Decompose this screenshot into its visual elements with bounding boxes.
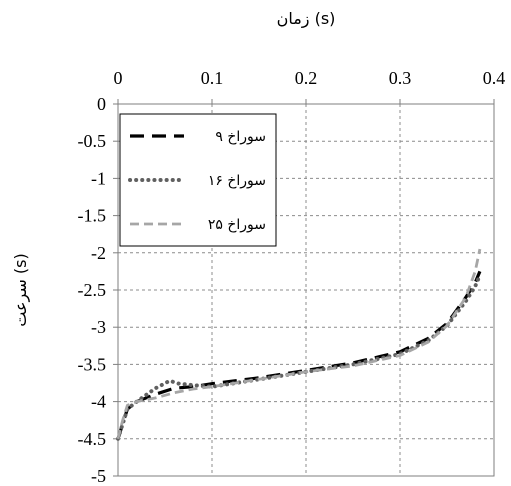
y-tick-label: -4 [91, 392, 106, 412]
y-tick-label: -3 [91, 317, 106, 337]
x-tick-label: 0.3 [389, 68, 412, 88]
x-axis-ticks: 0 0.1 0.2 0.3 0.4 [114, 68, 506, 104]
y-axis-title: سرعت (s) [11, 253, 31, 326]
y-tick-label: -2.5 [78, 280, 107, 300]
y-tick-label: -5 [91, 466, 106, 486]
x-tick-label: 0.2 [295, 68, 318, 88]
x-tick-label: 0.1 [201, 68, 224, 88]
y-tick-label: 0 [97, 94, 106, 114]
y-tick-label: -1 [91, 168, 106, 188]
y-tick-label: -4.5 [78, 429, 107, 449]
legend-label-3: ۲۵ سوراخ [208, 217, 266, 233]
x-axis-title: زمان (s) [277, 9, 336, 29]
legend: ۹ سوراخ ۱۶ سوراخ ۲۵ سوراخ [119, 113, 277, 247]
y-tick-label: -2 [91, 243, 106, 263]
y-axis-ticks: 0 -0.5 -1 -1.5 -2 -2.5 -3 -3.5 -4 -4.5 -5 [78, 94, 118, 486]
legend-label-1: ۹ سوراخ [215, 129, 266, 145]
series-layer [116, 248, 482, 441]
legend-label-2: ۱۶ سوراخ [208, 173, 266, 189]
x-tick-label: 0.4 [483, 68, 506, 88]
x-tick-label: 0 [114, 68, 123, 88]
series-line-1 [116, 270, 482, 440]
series-line-2 [116, 273, 482, 441]
y-tick-label: -1.5 [78, 206, 107, 226]
series-line-3 [116, 248, 482, 440]
y-tick-label: -3.5 [78, 354, 107, 374]
y-tick-label: -0.5 [78, 131, 107, 151]
